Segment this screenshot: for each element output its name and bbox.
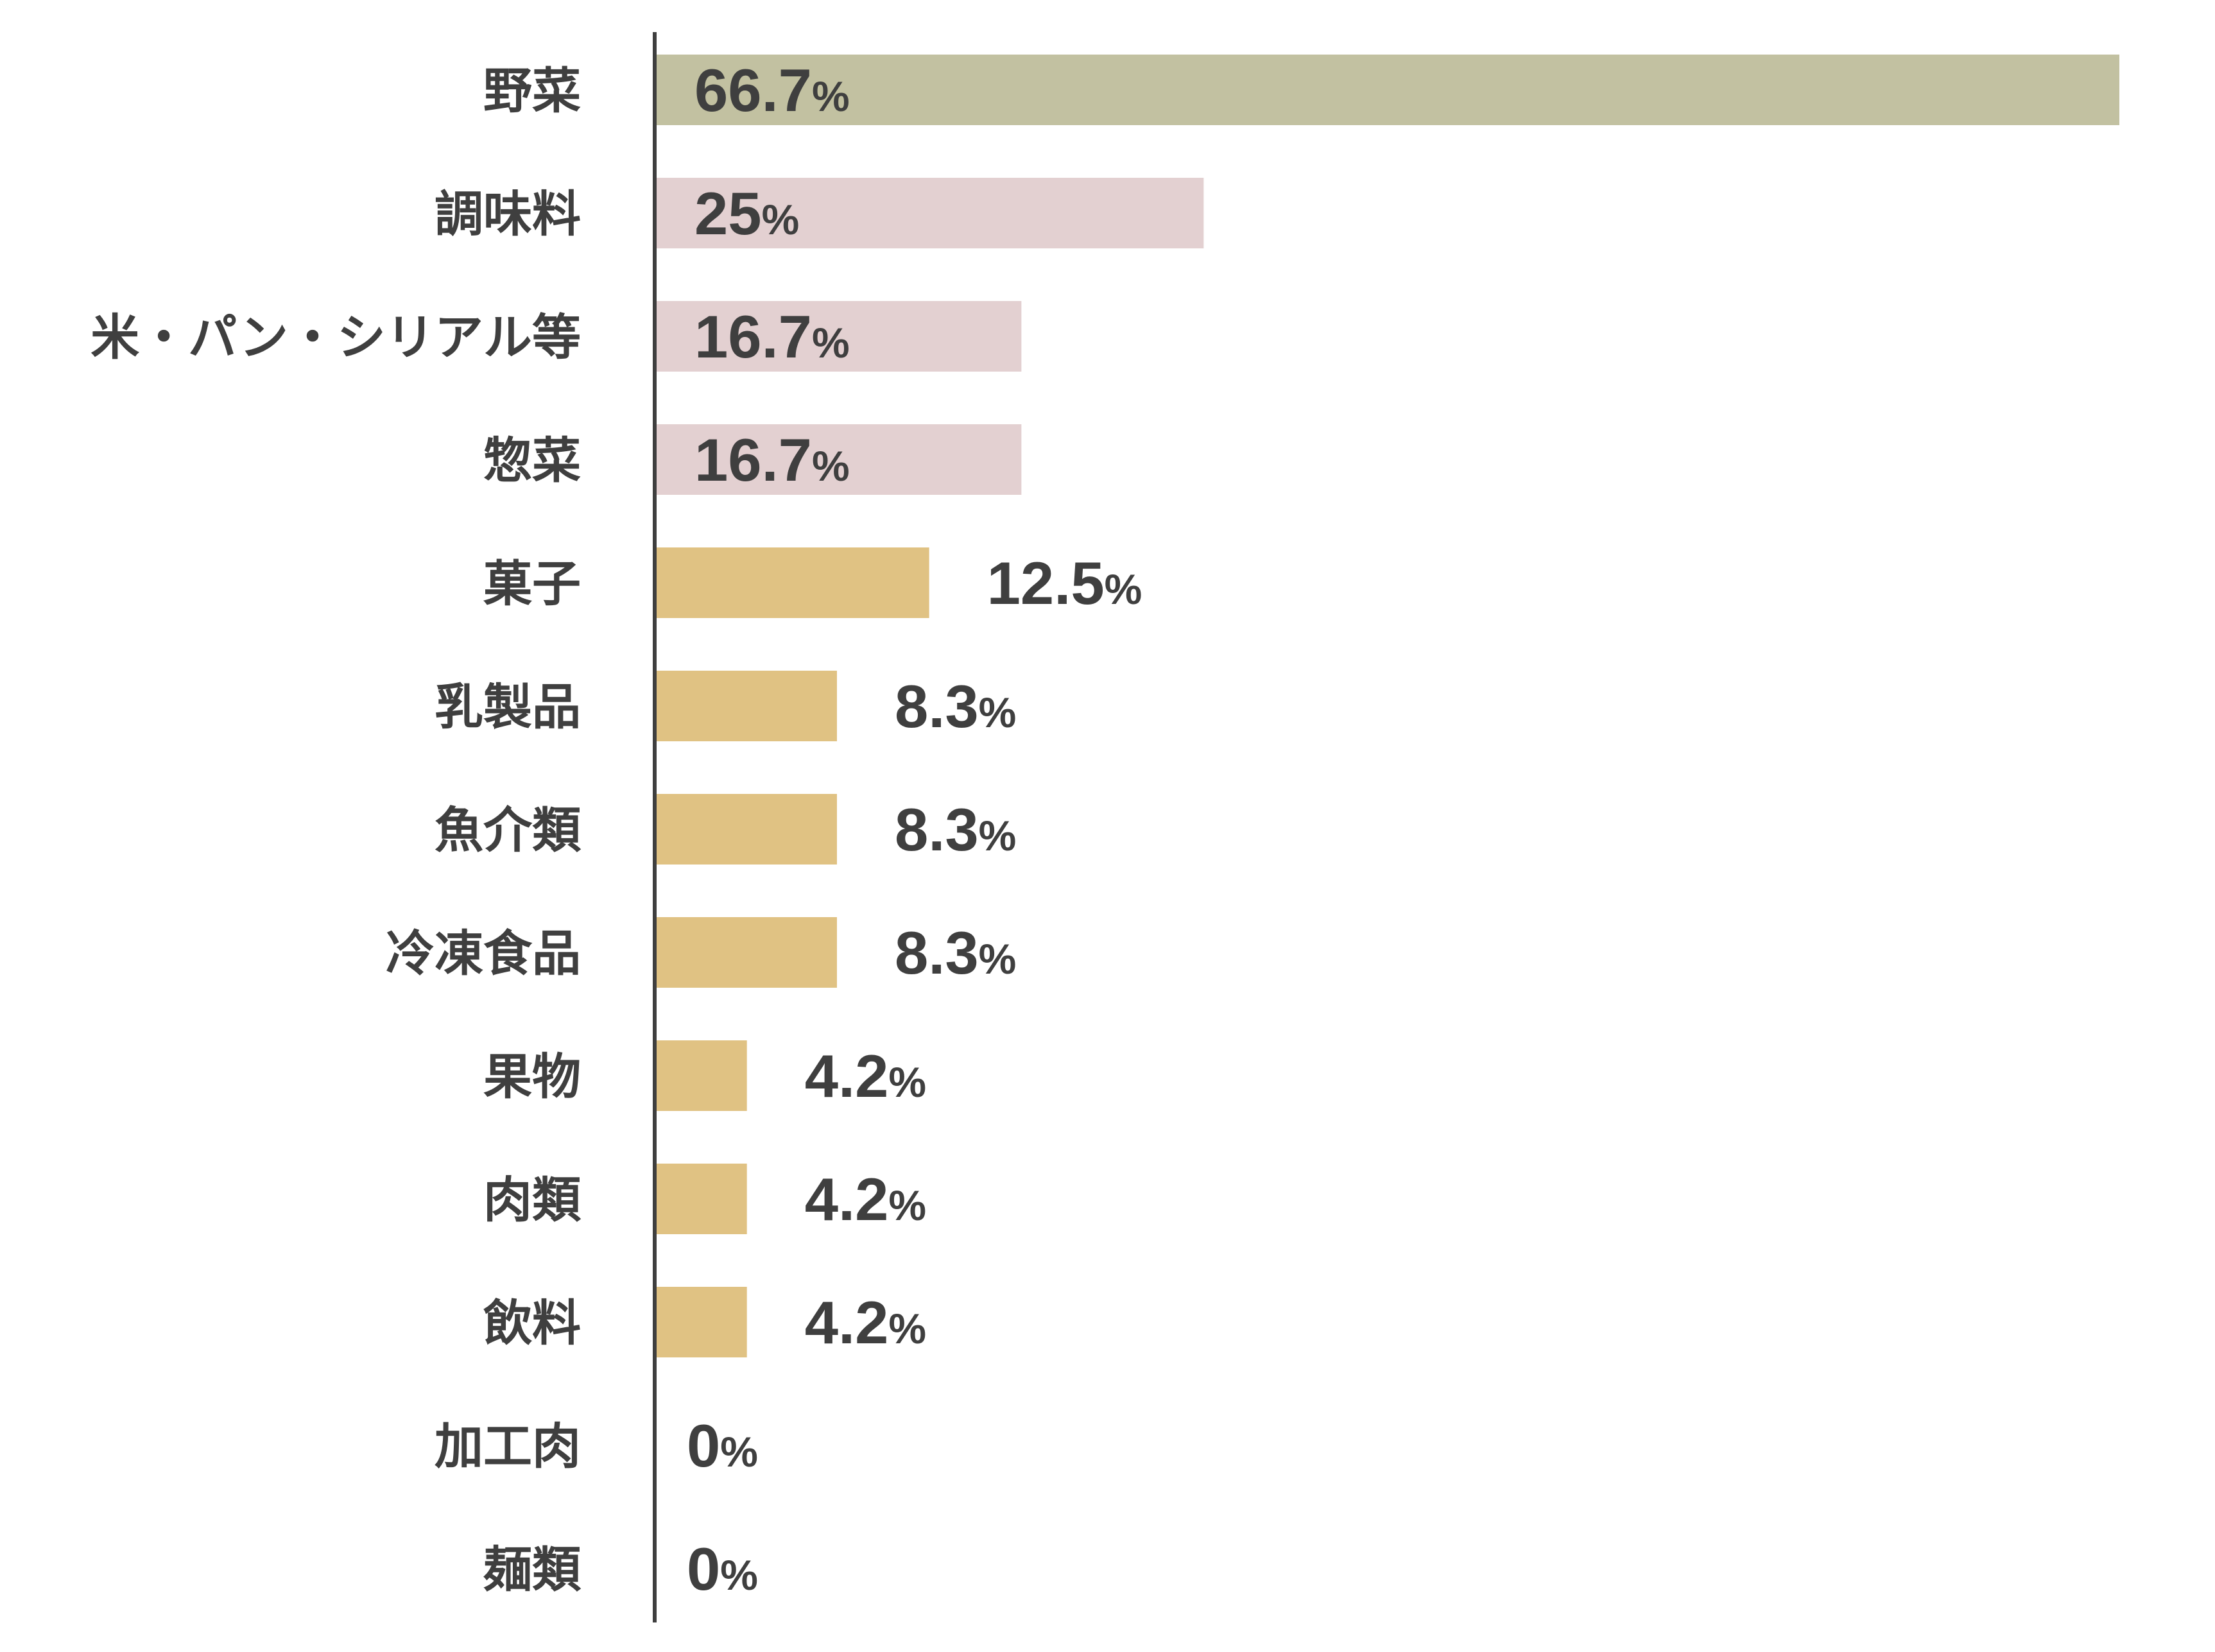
- bar: [655, 55, 2119, 125]
- bar: [655, 671, 837, 741]
- bar: [655, 1040, 747, 1111]
- bar: [655, 1164, 747, 1234]
- bar: [655, 301, 1022, 372]
- value-label: 16.7%: [694, 303, 850, 370]
- value-labels: 66.7% 25% 16.7% 16.7% 12.5% 8.3% 8.3% 8.3% 4.2% 4…: [687, 56, 1142, 1603]
- value-label: 4.2%: [805, 1042, 926, 1110]
- category-label: 麺類: [483, 1541, 582, 1598]
- category-label: 惣菜: [483, 432, 581, 489]
- value-label: 8.3%: [895, 919, 1016, 986]
- category-label: 冷凍食品: [386, 925, 581, 982]
- value-label: 0%: [687, 1412, 758, 1479]
- category-label: 菓子: [483, 555, 581, 612]
- value-label: 8.3%: [895, 673, 1016, 740]
- bar: [655, 547, 929, 618]
- bar: [655, 178, 1204, 248]
- category-label: 肉類: [483, 1171, 582, 1228]
- value-label: 25%: [694, 180, 799, 247]
- value-label: 4.2%: [805, 1166, 926, 1233]
- value-label: 66.7%: [694, 56, 850, 124]
- value-label: 12.5%: [987, 549, 1142, 617]
- value-label: 16.7%: [694, 426, 850, 494]
- value-label: 0%: [687, 1535, 758, 1603]
- category-label: 飲料: [483, 1295, 581, 1352]
- bars: [655, 55, 2119, 1357]
- value-label: 4.2%: [805, 1289, 926, 1356]
- value-label: 8.3%: [895, 796, 1016, 863]
- category-label: 乳製品: [435, 678, 581, 736]
- bar: [655, 424, 1022, 495]
- category-label: 魚介類: [435, 802, 582, 859]
- bar: [655, 917, 837, 988]
- category-label: 加工肉: [435, 1418, 581, 1475]
- category-label: 果物: [483, 1048, 581, 1105]
- bar: [655, 1287, 747, 1357]
- category-label: 調味料: [435, 185, 581, 243]
- category-label: 米・パン・シリアル等: [90, 309, 581, 366]
- bar: [655, 794, 837, 865]
- category-label: 野菜: [483, 62, 581, 119]
